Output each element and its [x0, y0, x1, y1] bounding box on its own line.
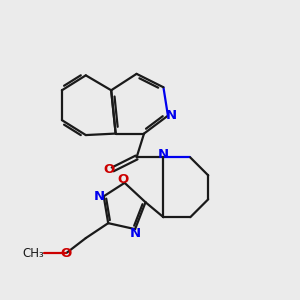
Text: N: N	[130, 227, 141, 240]
Text: N: N	[165, 109, 176, 122]
Text: N: N	[158, 148, 169, 161]
Text: CH₃: CH₃	[22, 247, 44, 260]
Text: O: O	[118, 173, 129, 186]
Text: O: O	[103, 163, 115, 176]
Text: O: O	[61, 247, 72, 260]
Text: N: N	[94, 190, 105, 203]
